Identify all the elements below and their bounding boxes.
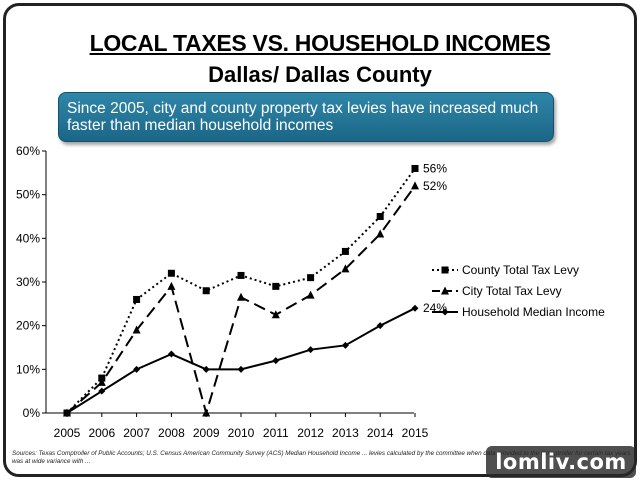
x-tick-label: 2015: [402, 426, 429, 440]
data-point-series-2: [411, 181, 419, 190]
x-tick-label: 2007: [123, 426, 150, 440]
data-point-series-1: [376, 213, 384, 220]
slide-subtitle: Dallas/ Dallas County: [208, 62, 432, 87]
legend-label: Household Median Income: [462, 305, 605, 319]
slide-title: LOCAL TAXES VS. HOUSEHOLD INCOMES: [89, 30, 551, 56]
data-point-series-3: [237, 365, 245, 373]
slide-frame: [3, 3, 637, 477]
end-value-label: 52%: [423, 179, 447, 193]
x-tick-label: 2012: [297, 426, 324, 440]
y-tick-label: 10%: [16, 362, 40, 376]
data-point-series-2: [376, 229, 385, 238]
data-point-series-1: [411, 164, 419, 172]
x-tick-label: 2008: [158, 426, 185, 440]
data-point-series-2: [202, 408, 211, 417]
callout-box: Since 2005, city and county property tax…: [58, 92, 554, 142]
y-tick-label: 20%: [16, 319, 40, 333]
y-tick-label: 0%: [23, 406, 41, 420]
y-tick-label: 60%: [16, 144, 40, 158]
x-tick-label: 2010: [228, 426, 255, 440]
y-tick-label: 50%: [16, 188, 40, 202]
data-point-series-3: [133, 365, 141, 373]
data-point-series-2: [97, 377, 106, 386]
data-point-series-1: [272, 282, 280, 290]
x-tick-label: 2013: [332, 426, 359, 440]
x-tick-label: 2011: [263, 426, 289, 440]
data-point-series-1: [167, 269, 175, 277]
data-point-series-1: [237, 271, 245, 279]
y-tick-label: 40%: [16, 231, 40, 245]
data-point-series-2: [341, 264, 350, 273]
callout-text: Since 2005, city and county property tax…: [67, 100, 539, 134]
series-line-3: [66, 307, 416, 414]
source-footnote: Sources: Texas Comptroller of Public Acc…: [12, 450, 631, 465]
legend-marker: [441, 308, 449, 316]
y-tick-label: 30%: [16, 275, 40, 289]
data-point-series-3: [341, 341, 349, 349]
data-point-series-2: [167, 281, 176, 290]
x-tick-label: 2005: [54, 426, 81, 440]
end-value-label: 56%: [423, 161, 447, 175]
legend-marker: [441, 286, 449, 295]
x-tick-label: 2014: [367, 426, 394, 440]
data-point-series-1: [307, 274, 315, 282]
series-line-1: [66, 167, 416, 414]
legend-marker: [441, 266, 449, 274]
data-point-series-2: [271, 310, 280, 319]
data-point-series-3: [307, 346, 315, 354]
x-tick-label: 2009: [193, 426, 220, 440]
data-point-series-3: [376, 322, 384, 330]
x-tick-label: 2006: [88, 426, 115, 440]
data-point-series-1: [133, 295, 141, 303]
data-point-series-3: [63, 409, 71, 417]
data-point-series-2: [132, 325, 141, 334]
data-point-series-3: [98, 387, 106, 395]
data-point-series-1: [341, 247, 349, 255]
legend-label: County Total Tax Levy: [462, 263, 579, 277]
legend-label: City Total Tax Levy: [462, 284, 562, 298]
data-point-series-2: [306, 290, 315, 299]
data-point-series-2: [237, 292, 245, 301]
data-point-series-3: [167, 350, 175, 358]
data-point-series-3: [272, 357, 280, 365]
watermark-badge: lomliv.com: [486, 446, 636, 478]
watermark-text: lomliv.com: [495, 450, 627, 474]
data-point-series-1: [202, 287, 210, 295]
data-point-series-3: [411, 304, 419, 312]
data-point-series-3: [202, 365, 210, 373]
